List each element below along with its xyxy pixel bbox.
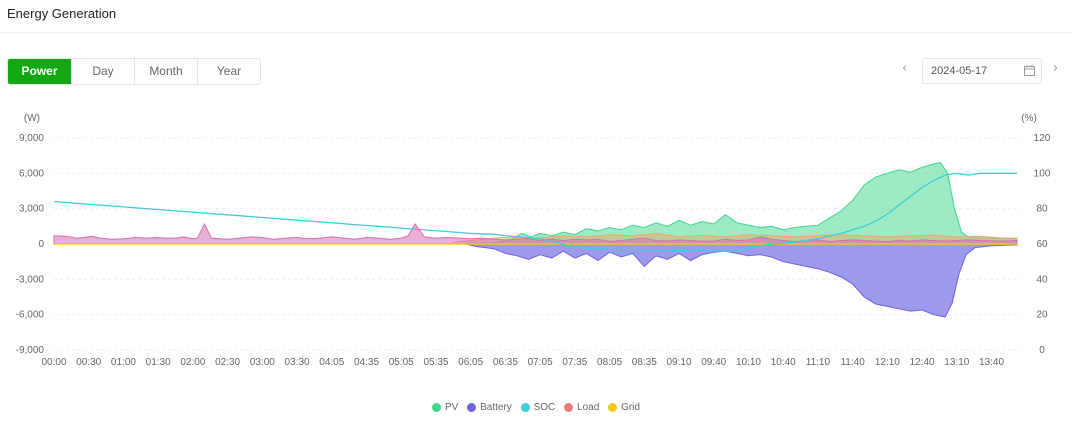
x-tick-label: 07:35 <box>562 357 587 368</box>
x-tick-label: 03:30 <box>285 357 310 368</box>
tab-power[interactable]: Power <box>8 59 71 84</box>
legend-dot-battery <box>467 403 477 412</box>
legend-dot-grid <box>608 403 618 412</box>
legend-item-load[interactable]: Load <box>564 402 599 413</box>
x-tick-label: 13:10 <box>944 357 969 368</box>
legend-item-pv[interactable]: PV <box>432 402 458 413</box>
x-tick-label: 02:30 <box>215 357 240 368</box>
y-left-tick-label: 0 <box>38 239 44 250</box>
y-left-tick-label: -3,000 <box>16 274 45 285</box>
x-tick-label: 11:40 <box>840 357 865 368</box>
header: Energy Generation <box>0 0 1072 33</box>
y-right-tick-label: 100 <box>1034 168 1051 179</box>
chart-legend: PV Battery SOC Load Grid <box>0 402 1072 415</box>
x-tick-label: 03:00 <box>250 357 275 368</box>
x-tick-label: 07:05 <box>528 357 553 368</box>
legend-dot-soc <box>520 403 530 412</box>
x-tick-label: 10:10 <box>736 357 761 368</box>
x-tick-label: 01:30 <box>146 357 171 368</box>
battery-area <box>54 243 1018 318</box>
y-right-tick-label: 0 <box>1039 345 1045 356</box>
x-tick-label: 10:40 <box>771 357 796 368</box>
x-tick-label: 00:00 <box>41 357 66 368</box>
load-area <box>53 222 1018 245</box>
y-right-tick-label: 120 <box>1034 133 1051 144</box>
energy-chart: 9,000 120 6,000 100 3,000 80 0 60 -3,000 40 -6,000… <box>16 113 1051 368</box>
legend-item-grid[interactable]: Grid <box>608 402 640 413</box>
x-tick-label: 00:30 <box>76 357 101 368</box>
legend-label-soc: SOC <box>533 402 556 413</box>
x-tick-label: 09:40 <box>701 357 726 368</box>
x-tick-label: 09:10 <box>667 357 692 368</box>
period-tabs: Power Day Month Year <box>7 58 261 85</box>
pv-area <box>54 162 1018 245</box>
legend-label-pv: PV <box>445 402 459 413</box>
legend-label-grid: Grid <box>621 402 640 413</box>
x-tick-label: 06:05 <box>458 357 483 368</box>
y-left-tick-label: -9,000 <box>16 345 45 356</box>
page-title: Energy Generation <box>7 6 117 21</box>
calendar-icon <box>1024 65 1035 76</box>
x-tick-label: 08:35 <box>632 357 657 368</box>
y-right-tick-label: 40 <box>1036 274 1048 285</box>
y-left-axis-label: (W) <box>24 113 40 124</box>
y-right-tick-label: 60 <box>1036 239 1048 250</box>
tab-day[interactable]: Day <box>71 59 134 84</box>
chevron-right-icon[interactable]: › <box>1053 61 1059 76</box>
y-left-tick-label: 9,000 <box>19 133 44 144</box>
tab-year[interactable]: Year <box>197 59 260 84</box>
legend-dot-load <box>564 403 574 412</box>
legend-dot-pv <box>432 403 441 412</box>
x-tick-label: 12:40 <box>910 357 935 368</box>
x-tick-label: 05:05 <box>389 357 414 368</box>
legend-label-battery: Battery <box>480 402 512 413</box>
y-left-tick-label: 3,000 <box>19 204 44 215</box>
x-tick-label: 04:35 <box>354 357 379 368</box>
x-tick-label: 12:10 <box>875 357 900 368</box>
legend-item-battery[interactable]: Battery <box>467 402 512 413</box>
y-right-tick-label: 80 <box>1036 204 1048 215</box>
x-tick-label: 04:05 <box>319 357 344 368</box>
x-tick-label: 05:35 <box>423 357 448 368</box>
y-right-axis-label: (%) <box>1021 113 1037 124</box>
soc-line <box>53 172 1017 252</box>
legend-item-soc[interactable]: SOC <box>520 402 556 413</box>
tab-month[interactable]: Month <box>134 59 197 84</box>
x-tick-label: 06:35 <box>493 357 518 368</box>
x-tick-label: 08:05 <box>597 357 622 368</box>
x-tick-label: 02:00 <box>180 357 205 368</box>
legend-label-load: Load <box>577 402 600 413</box>
y-left-tick-label: -6,000 <box>16 310 45 321</box>
chevron-left-icon[interactable]: ‹ <box>902 61 908 76</box>
x-tick-label: 01:00 <box>111 357 136 368</box>
x-tick-label: 13:40 <box>979 357 1004 368</box>
x-tick-label: 11:10 <box>806 357 831 368</box>
y-left-tick-label: 6,000 <box>19 168 44 179</box>
y-right-tick-label: 20 <box>1036 310 1048 321</box>
date-input[interactable]: 2024-05-17 <box>922 58 1042 84</box>
date-value: 2024-05-17 <box>931 65 988 77</box>
